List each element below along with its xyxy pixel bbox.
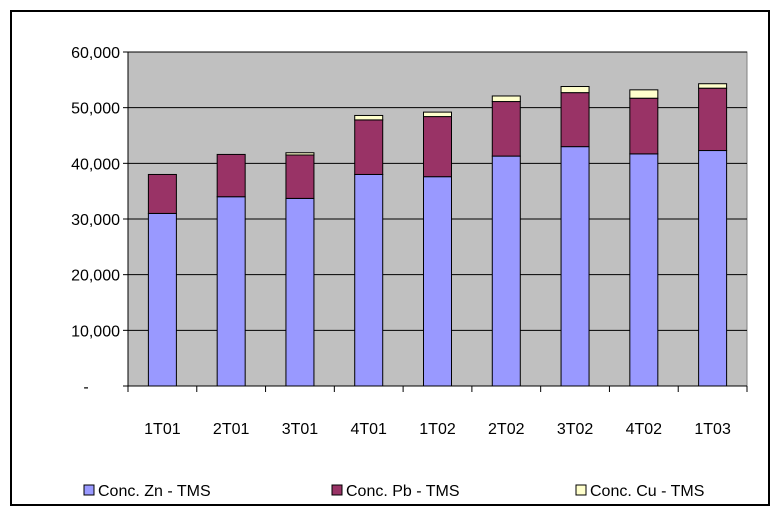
bar-segment: [216, 196, 246, 387]
bar-segment: [285, 154, 315, 199]
legend-label: Conc. Cu - TMS: [590, 483, 704, 500]
bar-segment: [285, 197, 315, 387]
x-tick-labels: 1T01 2T01 3T01 4T01 1T02 2T02 3T02 4T02 1T03: [144, 421, 731, 438]
y-tick-label: 30,000: [71, 212, 120, 229]
bar-segment: [147, 212, 177, 387]
legend: Conc. Zn - TMS Conc. Pb - TMS Conc. Cu - T…: [83, 483, 704, 500]
stacked-bar-chart: - 10,000 20,000 30,000 40,000 50,000 60,000 1T…: [71, 45, 748, 500]
x-tick-label: 1T02: [419, 421, 456, 438]
bar-segment: [698, 83, 728, 89]
bar-segment: [698, 150, 728, 387]
bar-segment: [629, 97, 659, 155]
legend-swatch: [331, 484, 343, 496]
chart-frame: - 10,000 20,000 30,000 40,000 50,000 60,000 1T…: [10, 10, 770, 506]
y-tick-label: 50,000: [71, 101, 120, 118]
x-tick-label: 2T01: [213, 421, 250, 438]
y-tick-label: 40,000: [71, 156, 120, 173]
bar-segment: [423, 176, 452, 387]
x-tick-label: 3T02: [557, 421, 594, 438]
x-tick-label: 1T01: [144, 421, 181, 438]
bar-segment: [698, 87, 728, 152]
y-tick-label: 60,000: [71, 45, 120, 62]
bar-segment: [423, 116, 452, 178]
x-tick-label: 4T01: [350, 421, 387, 438]
legend-swatch: [575, 484, 587, 496]
y-tick-label: 20,000: [71, 268, 120, 285]
bar-segment: [491, 95, 521, 103]
legend-label: Conc. Zn - TMS: [98, 483, 211, 500]
bar-segment: [354, 173, 384, 387]
bar-segment: [216, 153, 246, 198]
x-tick-label: 4T02: [626, 421, 663, 438]
bar-segment: [560, 146, 590, 387]
legend-label: Conc. Pb - TMS: [346, 483, 460, 500]
bar-segment: [285, 152, 315, 156]
axes: [123, 51, 748, 392]
bar-segment: [354, 114, 384, 121]
x-tick-label: 2T02: [488, 421, 525, 438]
y-tick-labels: - 10,000 20,000 30,000 40,000 50,000 60,000: [71, 45, 120, 396]
bars: [147, 83, 728, 387]
bar-segment: [147, 173, 177, 214]
bar-segment: [560, 86, 590, 94]
bar-segment: [491, 101, 521, 157]
legend-swatch: [83, 484, 95, 496]
y-tick-label: -: [83, 379, 88, 396]
x-tick-label: 1T03: [694, 421, 731, 438]
bar-segment: [629, 89, 659, 99]
bar-segment: [423, 111, 452, 118]
bar-segment: [629, 153, 659, 387]
bar-segment: [491, 155, 521, 387]
bar-segment: [560, 92, 590, 148]
x-tick-label: 3T01: [282, 421, 319, 438]
y-tick-label: 10,000: [71, 323, 120, 340]
bar-segment: [354, 119, 384, 175]
